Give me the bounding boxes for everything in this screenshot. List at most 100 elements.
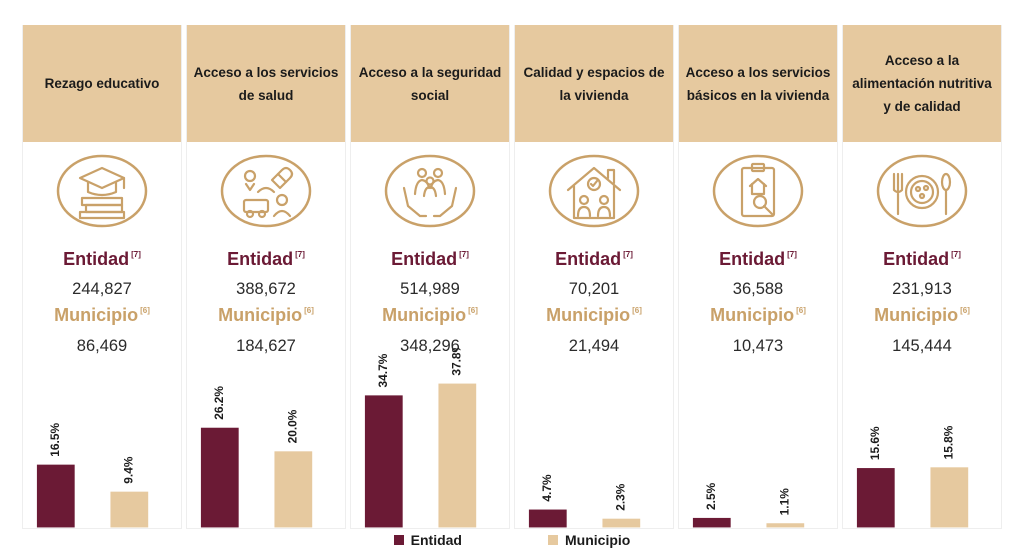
municipio-value: 184,627 <box>236 337 296 355</box>
municipio-label-text: Municipio <box>382 305 467 325</box>
municipio-label: Municipio [6] <box>515 305 673 326</box>
entidad-value: 36,588 <box>732 280 784 298</box>
indicator-column: Acceso a la alimentación nutritiva y de … <box>842 25 1002 529</box>
entidad-label: Entidad [7] <box>187 249 345 270</box>
entidad-label: Entidad [7] <box>843 249 1001 270</box>
indicator-column: Acceso a los servicios de salud Entidad [7… <box>186 25 346 529</box>
municipio-label: Municipio [6] <box>351 305 509 326</box>
municipio-value: 21,494 <box>568 337 620 355</box>
education-icon <box>56 154 148 228</box>
entidad-bar <box>856 468 895 528</box>
column-header: Acceso a los servicios de salud <box>187 25 345 142</box>
legend: Entidad Municipio <box>0 532 1024 548</box>
column-header: Acceso a la seguridad social <box>351 25 509 142</box>
municipio-label-text: Municipio <box>546 305 631 325</box>
entidad-label-text: Entidad <box>227 249 294 269</box>
municipio-bar <box>766 523 805 528</box>
indicator-grid: Rezago educativo Entidad [7] 244,827 Municip… <box>22 25 1002 529</box>
legend-swatch-municipio <box>548 535 558 545</box>
municipio-bar <box>602 518 641 528</box>
municipio-value: 348,296 <box>400 337 460 355</box>
legend-swatch-entidad <box>393 535 404 545</box>
entidad-label-text: Entidad <box>555 249 622 269</box>
municipio-ref: [6] <box>796 306 806 315</box>
municipio-bar-label: 20.0% <box>285 409 299 443</box>
bar-chart: 26.2% 20.0% <box>200 386 313 528</box>
municipio-value: 86,469 <box>76 337 128 355</box>
entidad-bar <box>36 464 75 528</box>
municipio-ref: [6] <box>960 306 970 315</box>
indicator-column: Calidad y espacios de la vivienda Entidad… <box>514 25 674 529</box>
column-header: Acceso a la alimentación nutritiva y de … <box>843 25 1001 142</box>
entidad-value: 388,672 <box>236 280 296 298</box>
entidad-label-text: Entidad <box>883 249 950 269</box>
entidad-label-text: Entidad <box>63 249 130 269</box>
municipio-bar-label: 2.3% <box>613 483 627 511</box>
municipio-bar <box>438 383 477 528</box>
indicator-column: Acceso a los servicios básicos en la viv… <box>678 25 838 529</box>
municipio-label: Municipio [6] <box>23 305 181 326</box>
entidad-bar <box>364 395 403 528</box>
municipio-ref: [6] <box>468 306 478 315</box>
bar-chart: 2.5% 1.1% <box>692 482 805 528</box>
social-security-icon <box>384 154 476 228</box>
municipio-label: Municipio [6] <box>843 305 1001 326</box>
housing-icon <box>548 154 640 228</box>
entidad-ref: [7] <box>623 250 633 259</box>
municipio-bar-label: 1.1% <box>777 488 791 516</box>
legend-label-entidad: Entidad <box>410 532 462 548</box>
entidad-value: 514,989 <box>400 280 460 298</box>
entidad-bar-label: 16.5% <box>48 423 62 457</box>
entidad-bar <box>528 509 567 528</box>
health-services-icon <box>220 154 312 228</box>
indicator-column: Rezago educativo Entidad [7] 244,827 Municip… <box>22 25 182 529</box>
municipio-label: Municipio [6] <box>679 305 837 326</box>
municipio-ref: [6] <box>140 306 150 315</box>
entidad-value: 244,827 <box>72 280 132 298</box>
municipio-value: 145,444 <box>892 337 952 355</box>
entidad-ref: [7] <box>787 250 797 259</box>
entidad-label: Entidad [7] <box>515 249 673 270</box>
bar-chart: 34.7% 37.8% <box>364 348 477 528</box>
bar-chart: 4.7% 2.3% <box>528 474 641 528</box>
municipio-bar-label: 9.4% <box>121 456 135 484</box>
municipio-label: Municipio [6] <box>187 305 345 326</box>
entidad-value: 70,201 <box>568 280 620 298</box>
entidad-bar <box>692 517 731 528</box>
entidad-bar-label: 2.5% <box>704 482 718 510</box>
municipio-ref: [6] <box>632 306 642 315</box>
municipio-label-text: Municipio <box>710 305 795 325</box>
entidad-bar-label: 4.7% <box>540 474 554 502</box>
municipio-bar <box>110 491 149 528</box>
entidad-bar-label: 34.7% <box>376 353 390 387</box>
entidad-ref: [7] <box>459 250 469 259</box>
food-icon <box>876 154 968 228</box>
municipio-bar-label: 15.8% <box>941 425 955 459</box>
entidad-value: 231,913 <box>892 280 952 298</box>
column-header: Rezago educativo <box>23 25 181 142</box>
municipio-bar-label: 37.8% <box>449 348 463 376</box>
municipio-label-text: Municipio <box>54 305 139 325</box>
column-header: Acceso a los servicios básicos en la viv… <box>679 25 837 142</box>
bar-chart: 16.5% 9.4% <box>36 423 149 528</box>
entidad-ref: [7] <box>131 250 141 259</box>
entidad-ref: [7] <box>295 250 305 259</box>
column-header: Calidad y espacios de la vivienda <box>515 25 673 142</box>
entidad-label: Entidad [7] <box>679 249 837 270</box>
entidad-label: Entidad [7] <box>351 249 509 270</box>
indicator-column: Acceso a la seguridad social Entidad [7] 51… <box>350 25 510 529</box>
municipio-label-text: Municipio <box>218 305 303 325</box>
entidad-ref: [7] <box>951 250 961 259</box>
entidad-label-text: Entidad <box>719 249 786 269</box>
entidad-bar-label: 15.6% <box>868 426 882 460</box>
basic-services-icon <box>712 154 804 228</box>
entidad-bar <box>200 427 239 528</box>
legend-label-municipio: Municipio <box>565 532 631 548</box>
municipio-label-text: Municipio <box>874 305 959 325</box>
entidad-bar-label: 26.2% <box>212 386 226 420</box>
municipio-bar <box>930 467 969 528</box>
municipio-ref: [6] <box>304 306 314 315</box>
municipio-bar <box>274 451 313 528</box>
bar-chart: 15.6% 15.8% <box>856 425 969 528</box>
legend-item-entidad: Entidad <box>393 532 462 548</box>
